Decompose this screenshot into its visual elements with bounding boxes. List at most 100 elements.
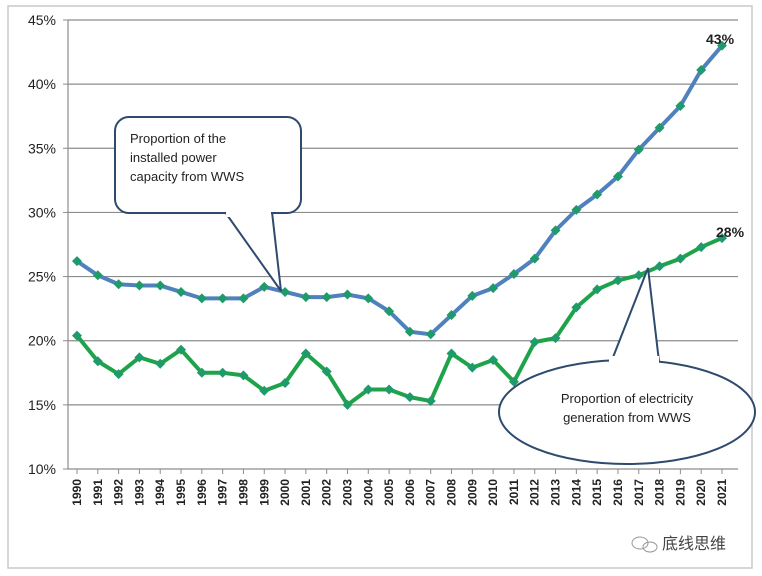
- x-tick-label: 1991: [91, 479, 105, 506]
- watermark: 底线思维: [631, 534, 726, 553]
- y-tick-label: 15%: [28, 397, 56, 413]
- x-tick-label: 1999: [257, 479, 271, 506]
- x-tick-label: 2007: [424, 479, 438, 506]
- capacity-data-point: [72, 256, 82, 267]
- x-tick-label: 2011: [507, 479, 521, 505]
- generation-data-point: [342, 399, 353, 410]
- capacity-data-point: [633, 144, 644, 155]
- generation-data-point: [633, 270, 644, 281]
- x-tick-label: 2001: [299, 479, 313, 506]
- capacity-data-point: [550, 225, 561, 236]
- capacity-data-point: [134, 280, 145, 291]
- generation-data-point: [363, 384, 374, 395]
- generation-data-point: [280, 378, 291, 389]
- generation-data-point: [488, 354, 499, 365]
- generation-data-point: [134, 352, 145, 363]
- x-tick-label: 1997: [216, 479, 230, 506]
- capacity-data-point: [592, 189, 603, 200]
- x-tick-label: 2018: [653, 479, 667, 506]
- x-tick-label: 1992: [112, 479, 126, 506]
- x-tick-label: 2014: [569, 479, 583, 506]
- generation-data-point: [508, 376, 519, 387]
- generation-callout: Proportion of electricity generation fro…: [498, 267, 756, 465]
- generation-data-point: [612, 275, 623, 286]
- capacity-data-point: [717, 40, 727, 51]
- x-tick-label: 1994: [153, 479, 167, 506]
- generation-data-point: [467, 362, 478, 373]
- x-tick-label: 1996: [195, 479, 209, 506]
- capacity-data-point: [217, 293, 228, 304]
- generation-data-point: [654, 261, 665, 272]
- generation-callout-line-1: Proportion of electricity: [561, 391, 694, 406]
- capacity-data-point: [404, 326, 415, 337]
- capacity-data-point: [529, 253, 540, 264]
- capacity-data-point: [446, 310, 457, 321]
- x-tick-label: 2021: [715, 479, 729, 506]
- capacity-data-point: [363, 293, 374, 304]
- generation-data-point: [176, 344, 187, 355]
- capacity-callout: Proportion of the installed power capaci…: [114, 116, 302, 292]
- capacity-data-point: [467, 290, 478, 301]
- x-tick-label: 1990: [70, 479, 84, 506]
- x-tick-label: 2005: [382, 479, 396, 506]
- capacity-data-point: [259, 281, 270, 292]
- capacity-end-label: 43%: [706, 31, 735, 47]
- x-tick-label: 2006: [403, 479, 417, 506]
- capacity-data-point: [92, 270, 103, 281]
- generation-data-point: [321, 366, 332, 377]
- generation-callout-line-2: generation from WWS: [563, 410, 691, 425]
- x-tick-label: 2017: [632, 479, 646, 506]
- x-tick-label: 1993: [132, 479, 146, 506]
- capacity-callout-line-2: installed power: [130, 150, 217, 165]
- x-tick-label: 2009: [465, 479, 479, 506]
- generation-data-point: [92, 356, 103, 367]
- x-tick-label: 2004: [361, 479, 375, 506]
- capacity-data-point: [155, 280, 166, 291]
- generation-data-point: [717, 233, 727, 244]
- capacity-data-point: [113, 279, 124, 290]
- generation-data-point: [529, 336, 540, 347]
- capacity-callout-line-3: capacity from WWS: [130, 169, 244, 184]
- generation-data-point: [72, 330, 82, 341]
- x-tick-label: 2012: [528, 479, 542, 506]
- x-tick-label: 2010: [486, 479, 500, 506]
- generation-data-point: [404, 392, 415, 403]
- y-tick-label: 25%: [28, 269, 56, 285]
- y-tick-label: 10%: [28, 461, 56, 477]
- y-tick-label: 20%: [28, 333, 56, 349]
- x-tick-label: 2003: [340, 479, 354, 506]
- generation-data-point: [550, 333, 561, 344]
- generation-data-point: [259, 385, 270, 396]
- y-tick-label: 40%: [28, 76, 56, 92]
- capacity-data-point: [571, 204, 582, 215]
- generation-data-point: [155, 358, 166, 369]
- x-tick-label: 2015: [590, 479, 604, 506]
- x-tick-label: 2016: [611, 479, 625, 506]
- capacity-data-point: [675, 100, 686, 111]
- x-tick-label: 2019: [673, 479, 687, 506]
- x-tick-label: 1998: [236, 479, 250, 506]
- x-tick-label: 2020: [694, 479, 708, 506]
- generation-data-point: [196, 367, 207, 378]
- capacity-data-point: [321, 292, 332, 303]
- capacity-data-point: [612, 171, 623, 182]
- capacity-data-point: [342, 289, 353, 300]
- capacity-callout-line-1: Proportion of the: [130, 131, 226, 146]
- generation-data-point: [217, 367, 228, 378]
- y-tick-label: 45%: [28, 12, 56, 28]
- generation-data-point: [300, 348, 311, 359]
- y-tick-label: 30%: [28, 204, 56, 220]
- capacity-data-point: [508, 269, 519, 280]
- generation-data-point: [425, 396, 436, 407]
- capacity-data-point: [425, 329, 436, 340]
- capacity-data-point: [696, 65, 707, 76]
- x-tick-label: 2002: [320, 479, 334, 506]
- capacity-data-point: [176, 286, 187, 297]
- generation-data-point: [592, 284, 603, 295]
- generation-data-point: [113, 369, 124, 380]
- capacity-data-point: [238, 293, 249, 304]
- generation-data-point: [696, 242, 707, 253]
- generation-data-point: [384, 384, 395, 395]
